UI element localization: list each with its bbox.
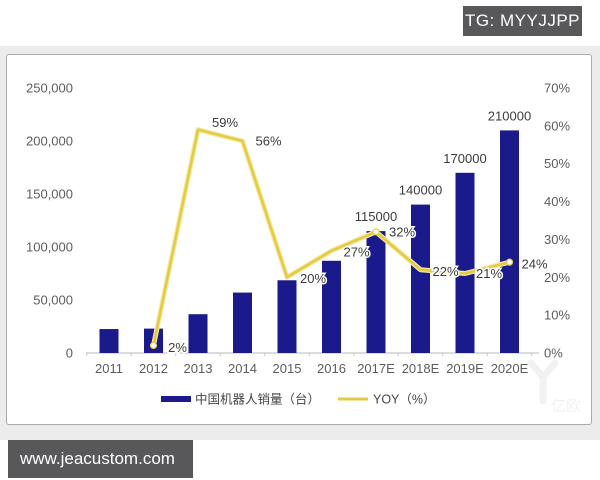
right-axis-tick: 20% xyxy=(544,270,570,285)
x-axis-label: 2020E xyxy=(491,361,529,376)
x-axis: 2011 2012 2013 2014 2015 2016 2017E 2018E 2019E 2… xyxy=(86,352,539,376)
yoy-data-label: 2% xyxy=(168,340,187,355)
right-axis-tick: 60% xyxy=(544,118,570,133)
bar-value-label: 115000 xyxy=(355,209,397,224)
legend-line-label: YOY（%） xyxy=(373,393,436,407)
chart-panel: 0 50,000 100,000 150,000 200,000 250,000 0% 10%… xyxy=(6,54,592,425)
left-axis-tick: 200,000 xyxy=(26,134,73,149)
left-axis-tick: 150,000 xyxy=(26,187,73,202)
x-axis-label: 2011 xyxy=(95,361,123,376)
y-axis-right: 0% 10% 20% 30% 40% 50% 60% 70% xyxy=(544,81,570,361)
yoy-line xyxy=(149,127,514,350)
right-axis-tick: 10% xyxy=(544,308,570,323)
yoy-data-label: 27% xyxy=(343,244,369,259)
yoy-line-stroke xyxy=(152,128,511,347)
legend: 中国机器人销量（台） YOY（%） xyxy=(161,392,436,407)
right-axis-tick: 0% xyxy=(544,346,563,361)
legend-bar-swatch xyxy=(161,396,191,402)
sales-bar xyxy=(322,260,341,353)
website-badge: www.jeacustom.com xyxy=(8,440,193,478)
sales-bar xyxy=(455,172,475,353)
yoy-data-label: 59% xyxy=(212,115,238,130)
sales-bar xyxy=(500,130,519,353)
yoy-data-label: 22% xyxy=(432,264,458,279)
website-badge-text: www.jeacustom.com xyxy=(20,449,175,468)
bar-value-label: 170000 xyxy=(443,151,486,166)
watermark-text: 亿欧 xyxy=(551,398,581,415)
tg-badge-text: TG: MYYJJPP xyxy=(464,11,581,30)
left-axis-tick: 50,000 xyxy=(33,293,73,308)
y-axis-left: 0 50,000 100,000 150,000 200,000 250,000 xyxy=(26,81,73,361)
yoy-data-label: 20% xyxy=(300,271,326,286)
x-axis-label: 2012 xyxy=(139,361,168,376)
robot-sales-chart: 0 50,000 100,000 150,000 200,000 250,000 0% 10%… xyxy=(26,81,581,416)
bar-value-label: 140000 xyxy=(399,183,442,198)
sales-bar xyxy=(411,204,430,353)
x-axis-label: 2017E xyxy=(357,361,395,376)
sales-bar xyxy=(99,329,119,353)
yoy-data-label: 32% xyxy=(389,224,415,239)
yoy-data-label: 56% xyxy=(255,134,281,149)
sales-bar xyxy=(366,231,386,353)
right-axis-tick: 50% xyxy=(544,156,570,171)
x-axis-label: 2014 xyxy=(228,361,257,376)
chart-background: 0 50,000 100,000 150,000 200,000 250,000 0% 10%… xyxy=(0,46,600,440)
watermark: 亿欧 xyxy=(527,359,581,415)
x-axis-label: 2018E xyxy=(402,361,440,376)
right-axis-tick: 30% xyxy=(544,232,570,247)
yoy-point-marker xyxy=(149,341,158,350)
yoy-data-label: 21% xyxy=(476,266,502,281)
sales-bar xyxy=(233,292,252,353)
tg-badge: TG: MYYJJPP xyxy=(463,6,582,36)
x-axis-label: 2013 xyxy=(184,361,213,376)
right-axis-tick: 70% xyxy=(544,81,570,96)
x-axis-label: 2019E xyxy=(446,361,484,376)
sales-bar xyxy=(188,314,208,353)
bar-value-label: 210000 xyxy=(488,108,531,123)
yoy-point-marker xyxy=(505,258,514,266)
left-axis-tick: 0 xyxy=(66,346,73,361)
yoy-data-label: 24% xyxy=(521,257,547,272)
x-axis-label: 2015 xyxy=(273,361,302,376)
yoy-point-marker xyxy=(372,228,380,236)
legend-bar-label: 中国机器人销量（台） xyxy=(195,392,320,407)
x-axis-label: 2016 xyxy=(317,361,346,376)
yoy-labels: 2% 59% 56% 20% 27% 32% 22% 21% 24% xyxy=(167,114,550,357)
right-axis-tick: 40% xyxy=(544,194,570,209)
left-axis-tick: 100,000 xyxy=(26,240,73,255)
sales-bar xyxy=(277,280,297,353)
left-axis-tick: 250,000 xyxy=(26,81,73,96)
